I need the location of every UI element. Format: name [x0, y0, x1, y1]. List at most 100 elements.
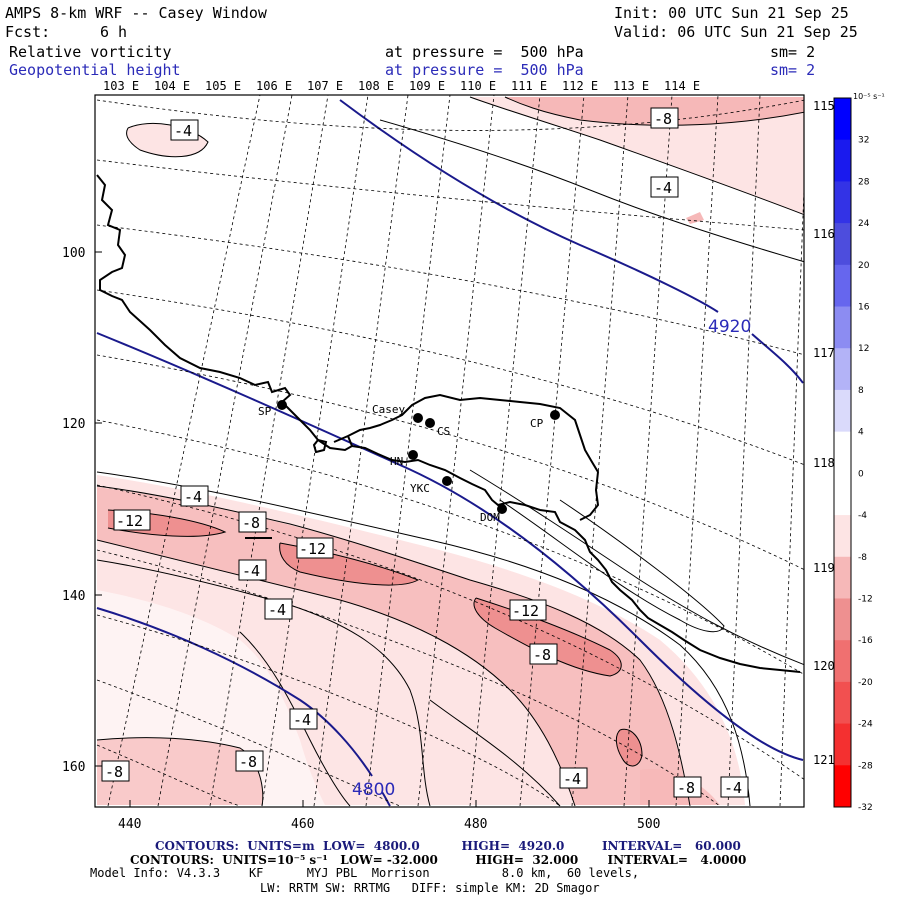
- vort-label: -4: [242, 562, 260, 580]
- field1-name: Relative vorticity: [9, 43, 172, 61]
- colorbar-swatch: [834, 681, 851, 725]
- station-ykc: [442, 476, 452, 486]
- colorbar-swatch: [834, 98, 851, 141]
- station-label-ykc: YKC: [410, 482, 430, 495]
- x-tick-label: 480: [464, 817, 487, 832]
- colorbar-swatch: [834, 515, 851, 558]
- colorbar-swatch: [834, 556, 851, 599]
- vort-label: -4: [268, 601, 286, 619]
- field2-sm: sm= 2: [770, 61, 816, 79]
- vorticity-height-map: SP Casey CS CP HN YKC DOM -4 -8 -4 -4 -1…: [62, 79, 885, 832]
- header-init: Init: 00 UTC Sun 21 Sep 25: [614, 4, 849, 22]
- colorbar-swatch: [834, 431, 851, 474]
- station-label-hn: HN: [390, 455, 403, 468]
- lon-top-label: 113 E: [613, 79, 649, 93]
- plot-frame: [94, 94, 805, 808]
- x-tick-label: 440: [118, 817, 141, 832]
- colorbar-units: 10⁻⁵ s⁻¹: [853, 92, 885, 101]
- colorbar-tick-label: -20: [858, 678, 873, 688]
- station-hn: [408, 450, 418, 460]
- vort-label: -12: [299, 540, 326, 558]
- station-label-sp: SP: [258, 405, 272, 418]
- colorbar-tick-label: -8: [858, 553, 867, 563]
- footer-contours-vorticity: CONTOURS: UNITS=10⁻⁵ s⁻¹ LOW= -32.000 HI…: [130, 853, 747, 867]
- colorbar-tick-label: 32: [858, 136, 869, 146]
- station-cp: [550, 410, 560, 420]
- colorbar-outline: [833, 97, 852, 808]
- y-tick-label: 120: [62, 417, 85, 432]
- station-label-dom: DOM: [480, 511, 500, 524]
- colorbar: 32 28 24 20 16 12 8 4 0 -4 -8 -12 -16 -20 -24 -28 -32: [833, 97, 873, 813]
- lon-top-label: 114 E: [664, 79, 700, 93]
- colorbar-tick-label: -12: [858, 594, 873, 604]
- field2-name: Geopotential height: [9, 61, 181, 79]
- colorbar-tick-label: -24: [858, 720, 873, 730]
- lon-top-label: 111 E: [511, 79, 547, 93]
- vort-label: -8: [533, 646, 551, 664]
- station-casey: [413, 413, 423, 423]
- lon-top-label: 112 E: [562, 79, 598, 93]
- station-label-cs: CS: [437, 425, 450, 438]
- colorbar-swatch: [834, 765, 851, 808]
- field2-level: at pressure = 500 hPa: [385, 61, 584, 79]
- vort-label: -4: [184, 488, 202, 506]
- header-title: AMPS 8-km WRF -- Casey Window: [5, 4, 267, 22]
- lon-top-label: 106 E: [256, 79, 292, 93]
- vorticity-labels: -4 -8 -4 -4 -12 -8 -12 -4 -4 -12 -8 -4 -…: [101, 107, 749, 798]
- station-cs: [425, 418, 435, 428]
- lon-top-label: 110 E: [460, 79, 496, 93]
- vort-label: -12: [116, 512, 143, 530]
- vort-label: -8: [654, 110, 672, 128]
- colorbar-swatch: [834, 389, 851, 433]
- colorbar-tick-label: 8: [858, 386, 864, 396]
- vort-label: -4: [724, 779, 742, 797]
- colorbar-swatch: [834, 348, 851, 391]
- height-label-4800: 4800: [352, 780, 395, 800]
- colorbar-tick-label: -4: [858, 511, 867, 521]
- colorbar-tick-label: -16: [858, 636, 873, 646]
- lon-top-label: 109 E: [409, 79, 445, 93]
- axis-ticks: [95, 251, 650, 807]
- colorbar-tick-label: -28: [858, 761, 873, 771]
- station-markers: [277, 400, 560, 514]
- height-contour-4920: [339, 99, 804, 384]
- colorbar-swatch: [834, 264, 851, 308]
- vort-label: -8: [239, 753, 257, 771]
- x-tick-label: 500: [637, 817, 660, 832]
- footer-model-info: Model Info: V4.3.3 KF MYJ PBL Morrison 8…: [90, 866, 640, 880]
- colorbar-tick-label: -32: [858, 803, 873, 813]
- colorbar-swatch: [834, 306, 851, 349]
- lon-top-label: 105 E: [205, 79, 241, 93]
- station-sp: [277, 400, 287, 410]
- station-label-casey: Casey: [372, 403, 405, 416]
- lon-top-label: 108 E: [358, 79, 394, 93]
- lon-top-label: 103 E: [103, 79, 139, 93]
- colorbar-tick-label: 0: [858, 469, 864, 479]
- vort-label: -4: [654, 179, 672, 197]
- footer-physics-info: LW: RRTM SW: RRTMG DIFF: simple KM: 2D S…: [260, 881, 600, 895]
- vorticity-contours: [96, 96, 804, 807]
- vort-label: -8: [242, 514, 260, 532]
- colorbar-swatch: [834, 598, 851, 641]
- colorbar-tick-label: 24: [858, 219, 870, 229]
- coastline: [96, 174, 801, 673]
- colorbar-swatch: [834, 723, 851, 766]
- vorticity-shading: [97, 97, 804, 805]
- field1-level: at pressure = 500 hPa: [385, 43, 584, 61]
- y-tick-label: 100: [62, 246, 85, 261]
- header-fcst-label: Fcst:: [5, 23, 51, 41]
- colorbar-swatch: [834, 223, 851, 266]
- station-label-cp: CP: [530, 417, 544, 430]
- field1-sm: sm= 2: [770, 43, 816, 61]
- colorbar-tick-label: 4: [858, 428, 864, 438]
- colorbar-tick-label: 16: [858, 303, 870, 313]
- vort-label: -4: [293, 711, 311, 729]
- y-tick-label: 140: [62, 589, 85, 604]
- lon-top-label: 107 E: [307, 79, 343, 93]
- header-valid: Valid: 06 UTC Sun 21 Sep 25: [614, 23, 858, 41]
- station-dom: [497, 504, 507, 514]
- lon-top-label: 104 E: [154, 79, 190, 93]
- vort-label: -8: [105, 763, 123, 781]
- header-fcst-value: 6 h: [100, 23, 128, 41]
- colorbar-swatch: [834, 473, 851, 516]
